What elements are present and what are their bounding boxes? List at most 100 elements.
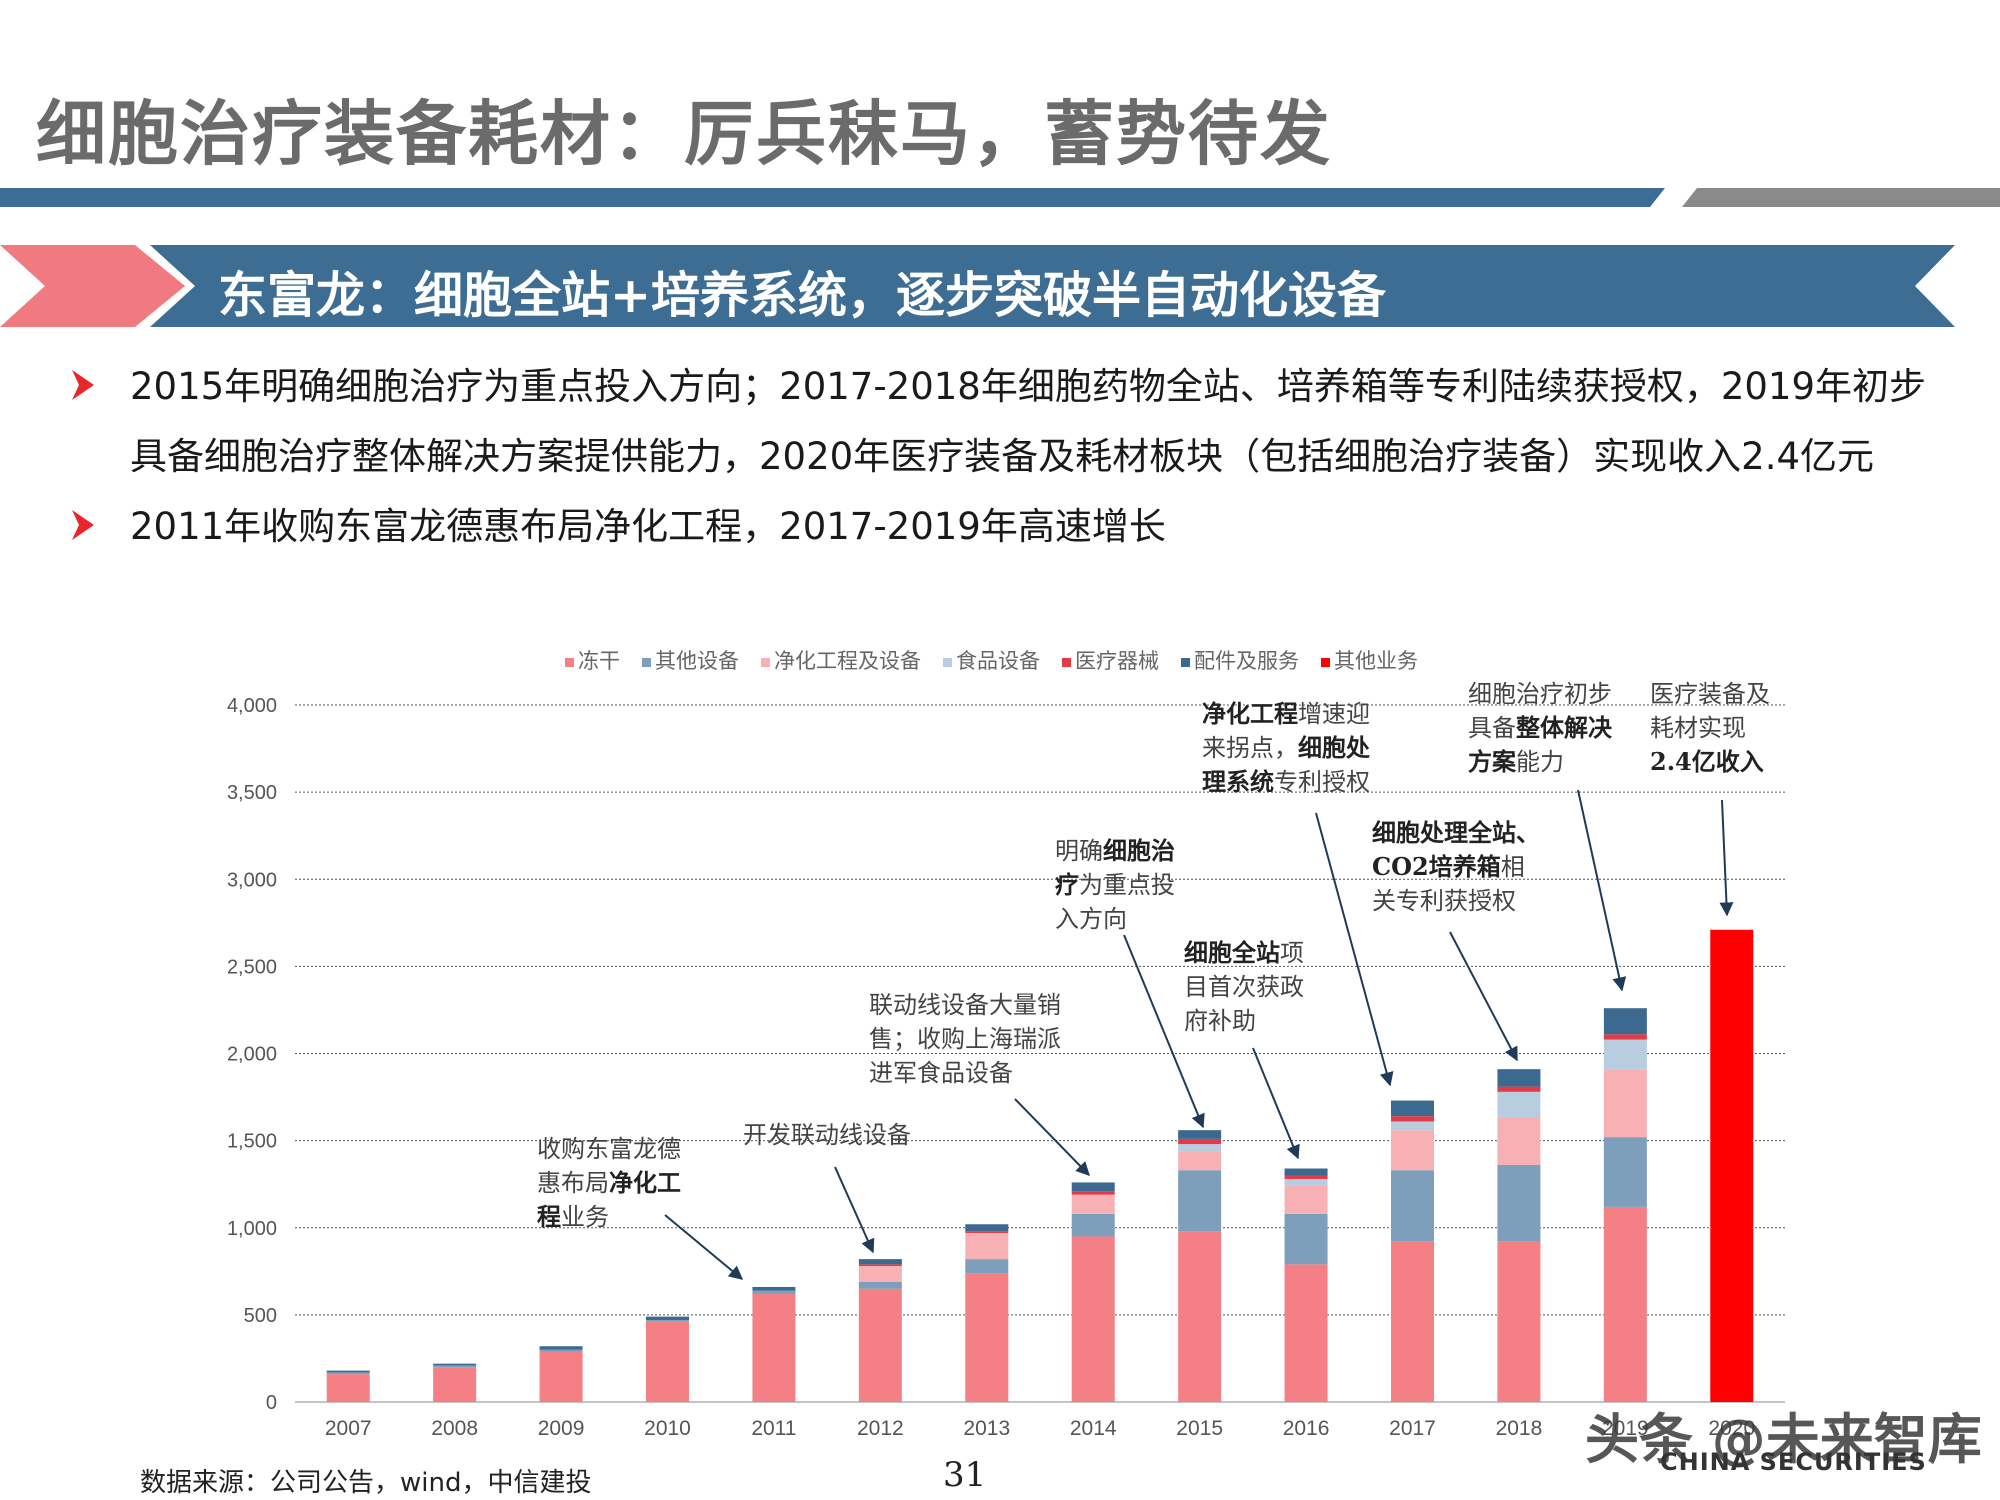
bar-segment (1284, 1213, 1328, 1265)
x-tick-label: 2010 (644, 1417, 691, 1440)
bar-segment (433, 1367, 477, 1402)
y-tick-label: 4,000 (227, 695, 277, 717)
chart-legend: 冻干 其他设备 净化工程及设备 食品设备 医疗器械 配件及服务 其他业务 (565, 645, 1440, 675)
annotation-2013: 联动线设备大量销 售；收购上海瑞派 进军食品设备 (869, 991, 1061, 1087)
legend-swatch (565, 658, 574, 667)
legend-swatch (1181, 658, 1190, 667)
bar-segment (539, 1346, 583, 1350)
bar-segment (646, 1316, 689, 1321)
bar-segment (326, 1374, 370, 1402)
annotation-arrow (1123, 934, 1205, 1129)
legend-swatch (761, 658, 770, 667)
bar-segment (1178, 1130, 1222, 1139)
bar-segment (1178, 1170, 1222, 1232)
bar-segment (1497, 1117, 1541, 1166)
bar-segment (1284, 1175, 1328, 1179)
legend-swatch (943, 658, 952, 667)
x-tick-label: 2018 (1496, 1417, 1543, 1440)
annotation-2017: 净化工程增速迎 来拐点，细胞处 理系统专利授权 (1202, 699, 1370, 796)
title-underline-blue (0, 188, 1665, 207)
legend-label: 配件及服务 (1194, 649, 1299, 673)
bar-segment (858, 1281, 902, 1289)
bar-segment (858, 1264, 902, 1267)
bar-segment (1178, 1144, 1222, 1152)
y-tick-label: 3,000 (227, 869, 277, 891)
banner-ribbon (150, 245, 1955, 327)
bar-segment (1497, 1165, 1541, 1242)
legend-swatch (1321, 658, 1330, 667)
legend-label: 其他设备 (655, 649, 739, 673)
bar-segment (1284, 1178, 1328, 1186)
legend-item: 净化工程及设备 (761, 645, 921, 675)
bar-segment (1603, 1206, 1647, 1402)
page-title: 细胞治疗装备耗材：厉兵秣马，蓄势待发 (36, 93, 1332, 175)
bar-segment (1391, 1130, 1434, 1171)
y-tick-label: 1,000 (227, 1218, 277, 1240)
annotation-arrow (1719, 799, 1734, 917)
bar-segment (965, 1259, 1009, 1274)
bar-segment (1284, 1185, 1328, 1214)
bar-segment (1071, 1182, 1115, 1192)
page-number: 31 (943, 1455, 987, 1495)
watermark-text: 头条 @未来智库 (1585, 1408, 1982, 1471)
legend-item: 食品设备 (943, 645, 1040, 675)
annotation-2012: 开发联动线设备 (743, 1121, 911, 1149)
bar-segment (965, 1273, 1009, 1402)
bar-segment (1178, 1138, 1222, 1145)
bullet-arrow-icon (72, 510, 94, 540)
bullet-list: 2015年明确细胞治疗为重点投入方向；2017-2018年细胞药物全站、培养箱等… (70, 352, 1950, 562)
bar-segment (752, 1286, 796, 1291)
x-tick-label: 2013 (963, 1417, 1010, 1440)
legend-item: 配件及服务 (1181, 645, 1299, 675)
bullet-item: 2015年明确细胞治疗为重点投入方向；2017-2018年细胞药物全站、培养箱等… (70, 352, 1950, 492)
bar-segment (1071, 1194, 1115, 1214)
bullet-text: 2015年明确细胞治疗为重点投入方向；2017-2018年细胞药物全站、培养箱等… (130, 365, 1926, 478)
annotation-arrow (834, 1166, 875, 1254)
x-tick-label: 2011 (751, 1417, 796, 1440)
legend-item: 冻干 (565, 645, 620, 675)
bar-segment (433, 1363, 477, 1366)
y-tick-label: 500 (244, 1305, 277, 1327)
bar-segment (646, 1321, 689, 1402)
x-tick-label: 2015 (1176, 1417, 1223, 1440)
bar-segment (752, 1293, 796, 1402)
annotation-arrow (1252, 1047, 1300, 1160)
bar-segment (326, 1370, 370, 1373)
bar-segment (752, 1290, 796, 1294)
annotation-arrow (1449, 931, 1518, 1062)
annotation-2020: 医疗装备及 耗材实现 2.4亿收入 (1650, 680, 1770, 776)
title-underline-gray (1682, 188, 2000, 207)
legend-label: 食品设备 (956, 649, 1040, 673)
bar-segment (965, 1224, 1009, 1232)
bar-segment (1391, 1241, 1434, 1402)
legend-item: 其他设备 (642, 645, 739, 675)
x-tick-label: 2008 (431, 1417, 478, 1440)
bar-segment (965, 1231, 1009, 1233)
x-tick-label: 2016 (1283, 1417, 1330, 1440)
bar-segment (1284, 1264, 1328, 1402)
bar-segment (646, 1320, 689, 1322)
bar-segment (1391, 1121, 1434, 1131)
bar-segment (1603, 1034, 1647, 1040)
data-source-note: 数据来源：公司公告，wind，中信建投 (140, 1468, 592, 1498)
annotation-arrow (1014, 1098, 1090, 1177)
bar-segment (1497, 1241, 1541, 1402)
bar-segment (1391, 1100, 1434, 1117)
bar-segment (1497, 1091, 1541, 1118)
bar-segment (1497, 1086, 1541, 1092)
annotation-arrow (1315, 812, 1394, 1087)
bar-segment (1071, 1213, 1115, 1237)
bar-segment (1284, 1168, 1328, 1176)
bar-segment (1603, 1039, 1647, 1070)
legend-item: 其他业务 (1321, 645, 1418, 675)
section-heading: 东富龙：细胞全站+培养系统，逐步突破半自动化设备 (218, 267, 1387, 324)
y-tick-label: 2,000 (227, 1044, 277, 1066)
legend-label: 其他业务 (1334, 649, 1418, 673)
legend-swatch (642, 658, 651, 667)
bar-segment (539, 1351, 583, 1402)
bar-segment (1710, 929, 1754, 1402)
section-banner (0, 245, 1955, 327)
x-tick-label: 2019 (1602, 1417, 1649, 1440)
annotation-arrow (664, 1214, 744, 1280)
banner-chevron (0, 245, 185, 327)
